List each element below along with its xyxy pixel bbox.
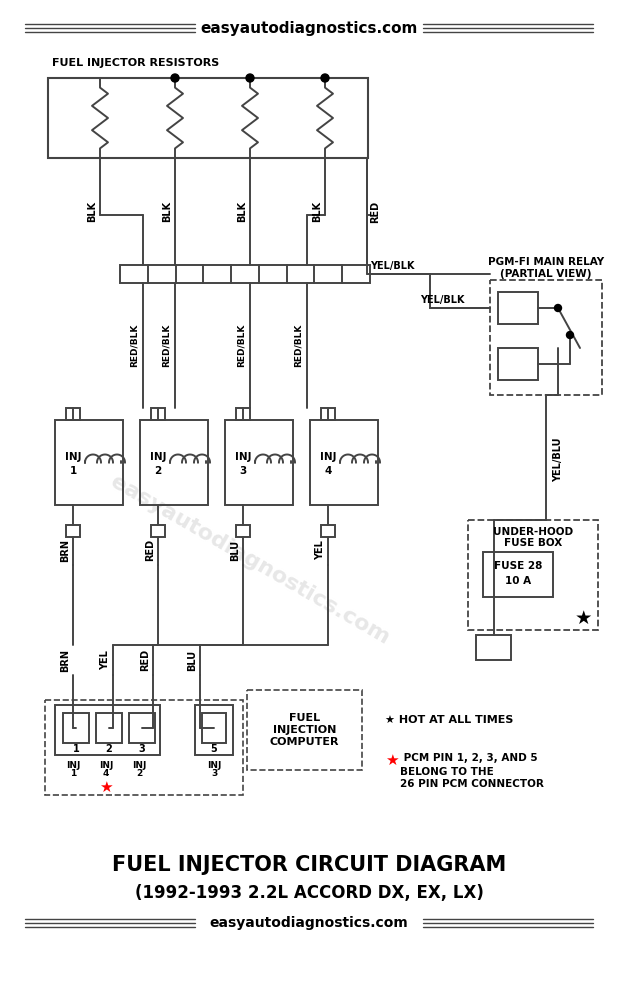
- Bar: [195, 705, 233, 755]
- Text: ★ HOT AT ALL TIMES: ★ HOT AT ALL TIMES: [385, 715, 514, 725]
- Text: easyautodiagnostics.com: easyautodiagnostics.com: [107, 472, 393, 648]
- Bar: [120, 265, 370, 283]
- Bar: [140, 420, 208, 505]
- Bar: [129, 713, 155, 743]
- Bar: [151, 408, 165, 420]
- Text: UNDER-HOOD: UNDER-HOOD: [493, 527, 573, 537]
- Bar: [468, 520, 598, 630]
- Text: 5: 5: [211, 744, 218, 754]
- Bar: [321, 408, 335, 420]
- Text: 4: 4: [324, 466, 332, 476]
- Text: 2: 2: [136, 770, 142, 778]
- Text: easyautodiagnostics.com: easyautodiagnostics.com: [200, 20, 418, 35]
- Bar: [45, 700, 243, 795]
- Bar: [498, 292, 538, 324]
- Text: ★: ★: [385, 752, 399, 768]
- Text: INJ: INJ: [66, 760, 80, 770]
- Text: BLU: BLU: [230, 539, 240, 561]
- Text: INJ: INJ: [99, 760, 113, 770]
- Text: BELONG TO THE: BELONG TO THE: [400, 767, 494, 777]
- Text: RED/BLK: RED/BLK: [130, 324, 138, 367]
- Bar: [66, 408, 80, 420]
- Text: easyautodiagnostics.com: easyautodiagnostics.com: [210, 916, 408, 930]
- Bar: [236, 525, 250, 537]
- Text: 1: 1: [73, 744, 79, 754]
- Bar: [247, 690, 362, 770]
- Text: INJ: INJ: [235, 452, 252, 462]
- Text: BLK: BLK: [162, 201, 172, 222]
- Text: INJ: INJ: [132, 760, 146, 770]
- Bar: [48, 78, 368, 158]
- Text: INJ: INJ: [150, 452, 166, 462]
- Text: PCM PIN 1, 2, 3, AND 5: PCM PIN 1, 2, 3, AND 5: [400, 753, 538, 763]
- Text: YEL/BLK: YEL/BLK: [371, 261, 415, 271]
- Text: PGM-FI MAIN RELAY: PGM-FI MAIN RELAY: [488, 257, 604, 267]
- Text: FUSE 28: FUSE 28: [494, 561, 542, 571]
- Text: BLU: BLU: [187, 649, 197, 671]
- Circle shape: [567, 332, 574, 338]
- Text: 3: 3: [138, 744, 145, 754]
- Text: 3: 3: [239, 466, 247, 476]
- Bar: [310, 420, 378, 505]
- Bar: [236, 408, 250, 420]
- Bar: [321, 525, 335, 537]
- Text: YEL/BLU: YEL/BLU: [553, 438, 563, 482]
- Text: 2: 2: [154, 466, 162, 476]
- Bar: [490, 280, 602, 395]
- Text: 10 A: 10 A: [505, 576, 531, 586]
- Bar: [202, 713, 226, 743]
- Text: 1: 1: [70, 770, 76, 778]
- Text: INJ: INJ: [65, 452, 81, 462]
- Text: RED: RED: [145, 539, 155, 561]
- Bar: [476, 635, 511, 660]
- Circle shape: [321, 74, 329, 82]
- Text: 2: 2: [106, 744, 112, 754]
- Text: FUEL INJECTOR RESISTORS: FUEL INJECTOR RESISTORS: [52, 58, 219, 68]
- Text: (PARTIAL VIEW): (PARTIAL VIEW): [500, 269, 592, 279]
- Circle shape: [246, 74, 254, 82]
- Text: RED: RED: [370, 200, 380, 223]
- Bar: [66, 525, 80, 537]
- Text: INJ: INJ: [207, 760, 221, 770]
- Text: YEL/BLK: YEL/BLK: [420, 295, 464, 305]
- Bar: [55, 420, 123, 505]
- Text: FUEL INJECTOR CIRCUIT DIAGRAM: FUEL INJECTOR CIRCUIT DIAGRAM: [112, 855, 506, 875]
- Text: BLK: BLK: [312, 201, 322, 222]
- Text: FUEL
INJECTION
COMPUTER: FUEL INJECTION COMPUTER: [269, 713, 339, 747]
- Text: 3: 3: [211, 770, 217, 778]
- Text: RED/BLK: RED/BLK: [294, 324, 302, 367]
- Text: BRN: BRN: [60, 648, 70, 672]
- Bar: [498, 348, 538, 380]
- Text: 4: 4: [103, 770, 109, 778]
- Text: RED: RED: [140, 649, 150, 671]
- Circle shape: [171, 74, 179, 82]
- Text: YEL: YEL: [315, 540, 325, 560]
- Text: RED/BLK: RED/BLK: [161, 324, 171, 367]
- Text: (1992-1993 2.2L ACCORD DX, EX, LX): (1992-1993 2.2L ACCORD DX, EX, LX): [135, 884, 483, 902]
- Text: BRN: BRN: [60, 538, 70, 562]
- Bar: [55, 705, 160, 755]
- Text: RED/BLK: RED/BLK: [237, 324, 245, 367]
- Text: FUSE BOX: FUSE BOX: [504, 538, 562, 548]
- Bar: [225, 420, 293, 505]
- Text: ★: ★: [99, 780, 113, 794]
- Bar: [96, 713, 122, 743]
- Text: BLK: BLK: [87, 201, 97, 222]
- Text: YEL: YEL: [100, 650, 110, 670]
- Circle shape: [554, 304, 562, 312]
- Text: 26 PIN PCM CONNECTOR: 26 PIN PCM CONNECTOR: [400, 779, 544, 789]
- Bar: [483, 552, 553, 597]
- Text: ★: ★: [574, 608, 592, 628]
- Text: 1: 1: [69, 466, 77, 476]
- Text: INJ: INJ: [320, 452, 336, 462]
- Bar: [151, 525, 165, 537]
- Text: BLK: BLK: [237, 201, 247, 222]
- Bar: [63, 713, 89, 743]
